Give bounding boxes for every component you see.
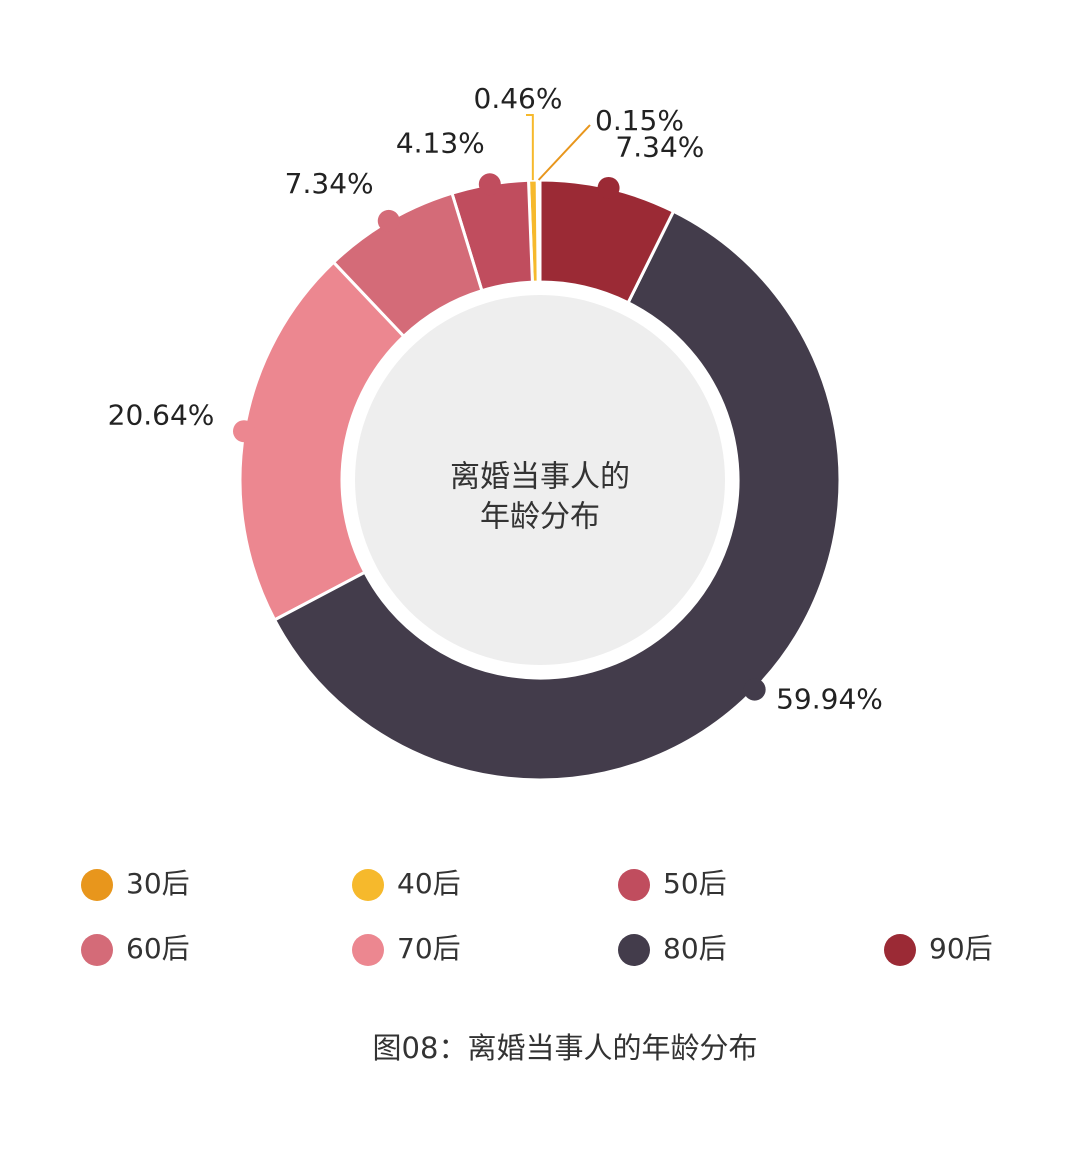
legend-label: 60后 <box>126 932 190 965</box>
center-label: 年龄分布 <box>480 500 600 535</box>
center-disc <box>355 295 725 665</box>
center-label: 离婚当事人的 <box>450 460 630 495</box>
leader-line <box>537 124 591 181</box>
legend-swatch <box>884 934 916 966</box>
legend-swatch <box>618 869 650 901</box>
legend-label: 30后 <box>126 867 190 900</box>
legend-swatch <box>352 934 384 966</box>
slice <box>238 260 406 622</box>
label-dot <box>597 176 620 199</box>
data-label: 7.34% <box>285 167 374 200</box>
legend-label: 90后 <box>929 932 993 965</box>
legend-label: 80后 <box>663 932 727 965</box>
label-dot <box>743 678 766 701</box>
slice <box>538 178 676 305</box>
data-label: 20.64% <box>108 398 215 431</box>
legend-swatch <box>618 934 650 966</box>
label-dot <box>478 173 501 196</box>
legend-label: 50后 <box>663 867 727 900</box>
slice <box>272 209 842 782</box>
legend-swatch <box>81 869 113 901</box>
caption: 图08：离婚当事人的年龄分布 <box>373 1031 758 1065</box>
leader-line <box>526 114 534 181</box>
legend-label: 40后 <box>397 867 461 900</box>
data-label: 0.15% <box>595 104 684 137</box>
data-label: 4.13% <box>396 127 485 160</box>
data-label: 59.94% <box>776 683 883 716</box>
legend-swatch <box>352 869 384 901</box>
data-label: 7.34% <box>615 131 704 164</box>
legend-swatch <box>81 934 113 966</box>
data-label: 0.46% <box>474 82 563 115</box>
label-dot <box>377 209 400 232</box>
legend-label: 70后 <box>397 932 461 965</box>
label-dot <box>232 420 255 443</box>
